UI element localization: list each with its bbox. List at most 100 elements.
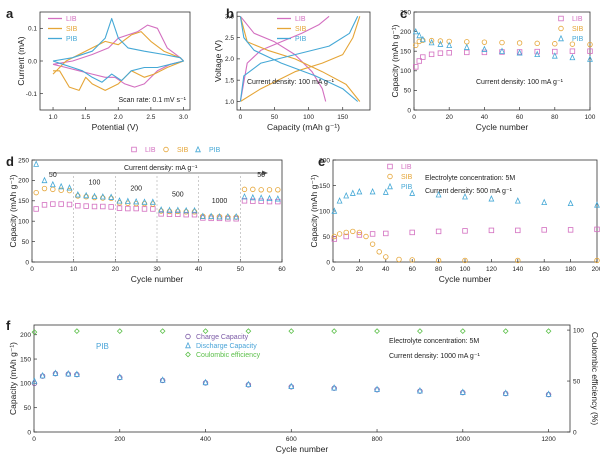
y-tick-label: 50 [404,88,412,95]
legend-label: PIB [295,36,307,43]
data-point [99,193,106,200]
data-point [159,376,166,383]
data-point [250,198,256,204]
series-lib [33,198,281,222]
plot-frame [33,324,571,433]
panel-letter: a [6,6,14,21]
x-tick-label: 80 [435,266,443,273]
data-point [587,48,593,54]
data-point [499,39,505,46]
y-axis-label: Capacity (mAh g⁻¹) [8,342,18,415]
data-point [166,206,173,213]
annotation: Current density: 100 mA g⁻¹ [476,79,564,86]
data-point [33,206,39,212]
legend-label: PIB [401,184,413,191]
data-point [74,328,80,334]
x-tick-label: 0 [32,436,36,443]
x-tick-label: 60 [516,114,524,121]
data-point [446,38,452,45]
rate-arrow-head [262,170,268,176]
annotation: Current density: 1000 mA g⁻¹ [389,353,481,360]
x-tick-label: 150 [337,114,348,121]
legend-label-charge: Charge Capacity [196,334,249,341]
data-point [428,51,435,58]
x-tick-label: 200 [114,436,125,443]
data-point [191,209,198,215]
series-line [239,16,359,102]
data-point [91,194,98,201]
data-point [175,211,181,217]
data-point [266,198,273,205]
y2-tick-label: 0 [573,429,577,436]
data-point [258,194,265,201]
x-tick-label: 120 [486,266,497,273]
data-point [249,193,256,201]
data-point [551,52,558,59]
data-point [437,38,444,44]
data-point [409,189,416,196]
x-tick-label: 1.0 [49,114,58,121]
data-point [416,387,423,394]
data-point [481,45,488,52]
data-point [331,233,338,240]
data-point [464,49,470,56]
data-point [241,193,248,200]
legend-marker [185,341,191,349]
x-tick-label: 1000 [456,436,471,443]
x-tick-label: 40 [382,266,390,273]
data-point [208,212,215,220]
legend-label: SIB [572,26,584,33]
panel-letter: d [6,154,14,169]
x-tick-label: 100 [585,114,596,121]
series-sib [331,228,600,264]
x-tick-label: 0 [30,266,34,273]
x-tick-label: 0 [239,114,243,121]
series-pib [412,27,593,62]
data-point [369,241,376,247]
legend-marker [387,182,393,190]
data-point [382,188,389,195]
x-tick-label: 50 [237,266,245,273]
data-point [275,187,281,193]
x-tick-label: 60 [409,266,417,273]
data-point [31,329,38,335]
x-tick-label: 80 [551,114,559,121]
data-point [100,203,106,210]
data-point [202,328,209,334]
legend-marker [558,25,564,32]
panel-letter: f [6,318,11,333]
data-point [594,257,600,264]
data-point [245,328,252,334]
legend-label: SIB [177,147,189,154]
series-line [239,15,330,102]
data-point [376,249,382,255]
data-point [75,202,81,209]
data-point [100,195,106,201]
data-point [74,191,81,198]
data-point [166,211,173,217]
x-axis-label: Potential (V) [92,122,139,132]
data-point [435,228,442,235]
data-point [133,205,139,212]
data-point [50,186,56,193]
data-point [587,55,593,62]
x-tick-label: 180 [565,266,576,273]
legend-label: LIB [572,16,583,23]
data-point [428,37,435,44]
y-tick-label: 150 [20,356,31,363]
x-tick-label: 3.0 [179,114,188,121]
data-point [459,328,466,334]
x-tick-label: 200 [592,266,600,273]
rate-label: 200 [130,186,142,193]
y-tick-label: 0 [326,259,330,266]
y-tick-label: 200 [20,332,31,339]
y-axis-label: Capacity (mAh g⁻¹) [309,174,319,247]
series-line [52,17,185,83]
data-point [166,208,173,215]
y-tick-label: 0 [407,107,411,114]
panel-letter: c [400,6,407,21]
data-point [31,377,38,384]
data-point [409,257,415,263]
x-axis-label: Capacity (mAh g⁻¹) [267,122,340,132]
data-point [515,227,521,234]
